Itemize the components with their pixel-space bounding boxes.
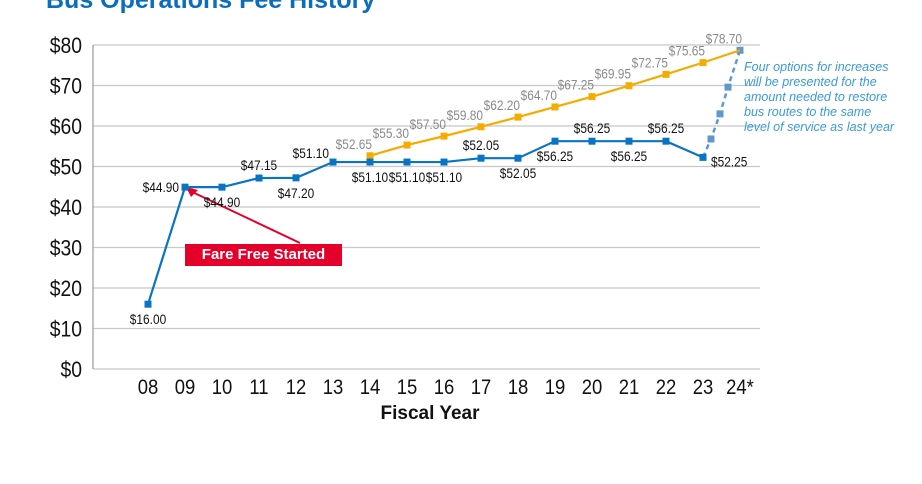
fee-label: $47.15 (241, 157, 277, 173)
fee-label: $44.90 (143, 179, 179, 195)
projected-fee-point (366, 152, 374, 160)
fee-label: $52.25 (711, 153, 747, 169)
fee-label: $56.25 (537, 148, 573, 164)
projected-fee-point (662, 70, 670, 78)
fee-point (551, 137, 559, 145)
fee-point (625, 137, 633, 145)
fee-label: $56.25 (574, 120, 610, 136)
fee-label: $51.10 (352, 169, 388, 185)
note-line: Four options for increases (744, 60, 889, 74)
y-tick-label: $0 (60, 358, 82, 382)
fee-point (218, 183, 226, 191)
x-tick-label: 10 (212, 376, 233, 399)
option-point (707, 135, 715, 143)
y-tick-label: $50 (50, 155, 82, 179)
projected-fee-point (477, 123, 485, 131)
fee-point (329, 158, 337, 166)
fee-label: $44.90 (204, 194, 240, 210)
fee-label: $47.20 (278, 185, 314, 201)
y-tick-label: $40 (50, 196, 82, 220)
fee-label: $52.05 (500, 165, 536, 181)
fee-point (477, 154, 485, 162)
x-tick-label: 12 (286, 376, 307, 399)
x-tick-label: 09 (175, 376, 196, 399)
x-tick-label: 18 (508, 376, 529, 399)
fee-label: $51.10 (389, 169, 425, 185)
fee-point (403, 158, 411, 166)
x-tick-label: 14 (360, 376, 381, 399)
option-point (716, 110, 724, 118)
fee-label: $16.00 (130, 311, 166, 327)
projected-fee-label: $55.30 (373, 125, 409, 141)
x-tick-label: 11 (249, 376, 268, 399)
fee-point (440, 158, 448, 166)
y-tick-label: $70 (50, 74, 82, 98)
projected-fee-label: $62.20 (484, 97, 520, 113)
fee-label: $56.25 (648, 120, 684, 136)
note-line: amount needed to restore (744, 90, 888, 104)
fare-free-arrow (187, 189, 301, 244)
fee-label: $56.25 (611, 148, 647, 164)
x-tick-label: 17 (471, 376, 492, 399)
fee-point (514, 154, 522, 162)
fee-label: $51.10 (426, 169, 462, 185)
projected-fee-label: $67.25 (558, 77, 594, 93)
note-line: level of service as last year (744, 120, 895, 134)
y-tick-label: $30 (50, 236, 82, 260)
x-tick-label: 21 (619, 376, 640, 399)
fee-point (588, 137, 596, 145)
x-tick-label: 19 (545, 376, 566, 399)
arrow-head-icon (186, 187, 198, 197)
x-tick-label: 23 (693, 376, 714, 399)
fee-point (255, 174, 263, 182)
x-axis-label: Fiscal Year (380, 403, 480, 424)
x-tick-label: 15 (397, 376, 418, 399)
y-tick-label: $60 (50, 115, 82, 139)
x-tick-label: 20 (582, 376, 603, 399)
fee-point (699, 153, 707, 161)
projected-fee-point (588, 93, 596, 101)
y-tick-label: $80 (50, 34, 82, 58)
projected-fee-point (699, 59, 707, 67)
projected-fee-label: $64.70 (521, 87, 557, 103)
x-tick-label: 22 (656, 376, 677, 399)
fee-label: $52.05 (463, 137, 499, 153)
fee-point (181, 183, 189, 191)
projected-fee-label: $72.75 (632, 54, 668, 70)
fee-label: $51.10 (293, 145, 329, 161)
x-tick-label: 16 (434, 376, 455, 399)
projected-fee-label: $75.65 (669, 43, 705, 59)
fee-point (144, 300, 152, 308)
projected-fee-point (440, 132, 448, 140)
fare-free-started-label: Fare Free Started (185, 244, 342, 266)
fee-point (662, 137, 670, 145)
x-tick-label: 13 (323, 376, 344, 399)
projected-fee-label: $78.70 (706, 30, 742, 46)
x-tick-label: 24* (726, 376, 754, 399)
projected-fee-label: $57.50 (410, 116, 446, 132)
projected-fee-point (403, 141, 411, 149)
y-tick-label: $20 (50, 277, 82, 301)
y-tick-label: $10 (50, 317, 82, 341)
projected-fee-point (514, 113, 522, 121)
note-line: will be presented for the (744, 75, 877, 89)
projected-fee-label: $69.95 (595, 66, 631, 82)
fee-line (146, 140, 704, 305)
projected-fee-label: $59.80 (447, 107, 483, 123)
fee-point (366, 158, 374, 166)
projected-fee-point (551, 103, 559, 111)
options-note: Four options for increases will be prese… (744, 60, 914, 135)
x-tick-label: 08 (138, 376, 159, 399)
projected-fee-point (625, 82, 633, 90)
option-point (724, 83, 732, 91)
note-line: bus routes to the same (744, 105, 872, 119)
chart-title: Bus Operations Fee History (46, 0, 376, 14)
fee-point (292, 174, 300, 182)
projected-fee-label: $52.65 (336, 136, 372, 152)
